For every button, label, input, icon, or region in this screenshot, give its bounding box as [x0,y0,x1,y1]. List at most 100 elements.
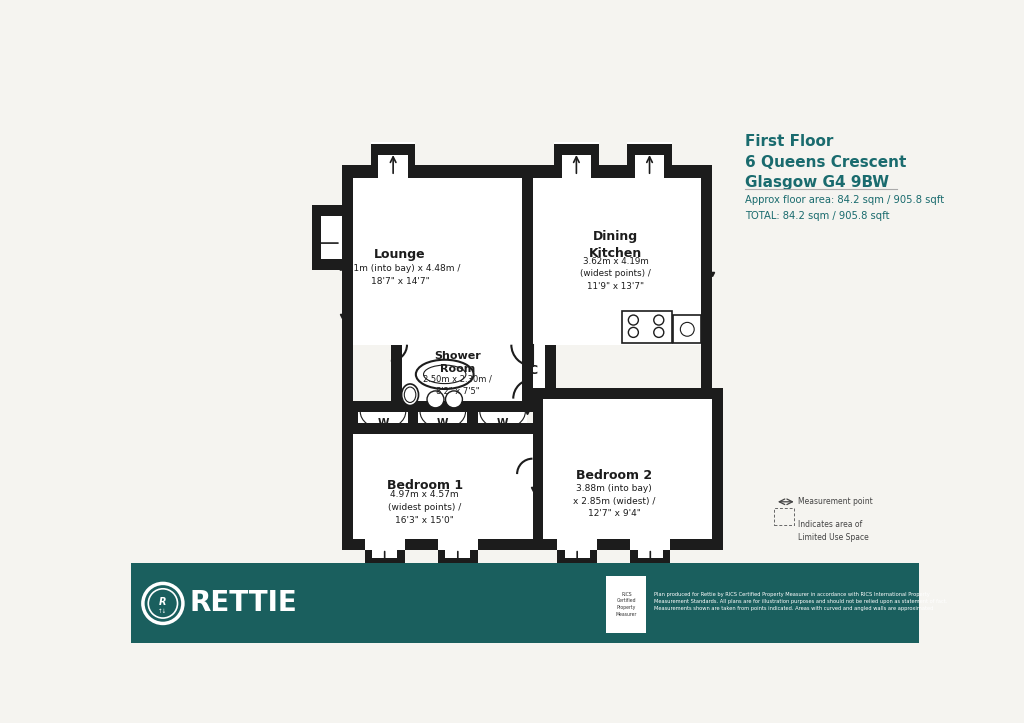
Bar [631,558,671,566]
Bar [353,423,532,434]
Bar [353,434,532,539]
Bar [321,205,342,216]
Circle shape [445,391,463,408]
Bar [131,562,920,643]
Bar [365,539,404,566]
Ellipse shape [401,384,419,406]
Bar [622,311,672,343]
Bar [467,411,478,434]
Text: TOTAL: 84.2 sqm / 905.8 sqft: TOTAL: 84.2 sqm / 905.8 sqft [745,210,890,221]
Polygon shape [835,521,920,562]
Bar [628,142,672,178]
Bar [532,398,544,549]
Text: Measurement point: Measurement point [798,497,872,506]
Bar [665,155,672,178]
Bar [365,549,372,566]
Bar [701,388,723,398]
Bar [628,155,635,178]
Bar [470,549,478,566]
Text: Plan produced for Rettie by RICS Certified Property Measurer in accordance with : Plan produced for Rettie by RICS Certifi… [654,592,947,611]
Text: Indicates area of
Limited Use Space: Indicates area of Limited Use Space [798,521,869,542]
Text: 3.88m (into bay)
x 2.85m (widest) /
12'7" x 9'4": 3.88m (into bay) x 2.85m (widest) / 12'7… [573,484,655,518]
Bar [628,144,672,155]
Text: 6 Queens Crescent: 6 Queens Crescent [745,155,906,169]
Text: Dining
Kitchen: Dining Kitchen [589,230,642,260]
Text: 5.71m (into bay) x 4.48m /
18'7" x 14'7": 5.71m (into bay) x 4.48m / 18'7" x 14'7" [339,265,461,286]
Text: C: C [528,364,537,377]
Bar [701,334,712,549]
Bar [438,549,445,566]
Bar [532,334,712,345]
Text: R: R [159,597,167,607]
Bar [557,558,597,566]
Bar [532,178,701,345]
Bar [674,315,701,343]
Bar [401,345,521,401]
Bar [544,398,712,539]
Bar [521,345,532,398]
Bar [397,549,404,566]
Bar [631,549,638,566]
Bar [554,142,599,178]
Bar [521,388,556,398]
Bar [418,411,467,423]
Bar [521,166,532,345]
Bar [408,155,416,178]
Text: Bedroom 1: Bedroom 1 [387,479,463,492]
Bar [532,345,545,388]
Bar [532,434,544,549]
Bar [701,166,712,345]
Text: Bedroom 2: Bedroom 2 [577,469,652,482]
Bar [391,345,401,411]
Text: RICS
Certified
Property
Measurer: RICS Certified Property Measurer [615,592,637,617]
Ellipse shape [416,360,473,389]
Bar [365,558,404,566]
Bar [532,539,712,549]
Bar [438,558,478,566]
Text: 3.62m x 4.19m
(widest points) /
11'9" x 13'7": 3.62m x 4.19m (widest points) / 11'9" x … [581,257,651,291]
Bar [371,155,378,178]
Bar [342,434,353,549]
Bar [321,216,342,270]
Bar [342,423,544,434]
Bar [478,411,527,423]
Bar [342,166,353,345]
Bar [391,334,521,345]
Bar [342,334,353,434]
Bar [438,539,478,566]
Bar [358,411,408,423]
Text: Approx floor area: 84.2 sqm / 905.8 sqft: Approx floor area: 84.2 sqm / 905.8 sqft [745,195,944,205]
Bar [353,411,364,434]
Text: W: W [377,418,389,428]
Bar [590,549,597,566]
Text: RETTIE: RETTIE [189,589,297,617]
Bar [342,539,532,549]
Text: Glasgow G4 9BW: Glasgow G4 9BW [745,175,889,190]
Bar [557,539,597,566]
Text: Shower
Room: Shower Room [434,351,481,374]
Text: W: W [497,418,508,428]
Bar [712,398,723,549]
Text: W: W [437,418,449,428]
Bar [554,144,599,155]
Text: 4.97m x 4.57m
(widest points) /
16'3" x 15'0": 4.97m x 4.57m (widest points) / 16'3" x … [388,489,462,524]
Bar [408,411,418,434]
Bar [545,345,556,398]
Bar [321,260,342,270]
Bar [631,539,671,566]
Bar [606,576,646,633]
Bar [557,549,564,566]
Bar [371,142,416,178]
Text: 2.50m x 2.30m /
8'2" x 7'5": 2.50m x 2.30m / 8'2" x 7'5" [423,375,493,396]
Bar [554,155,561,178]
Bar [353,401,532,411]
Bar [342,166,712,178]
Bar [521,345,532,411]
Bar [312,205,321,270]
Bar [532,388,723,398]
Circle shape [427,391,444,408]
Text: First Floor: First Floor [745,134,834,149]
Bar [342,423,353,434]
Bar [663,549,671,566]
Bar [371,144,416,155]
